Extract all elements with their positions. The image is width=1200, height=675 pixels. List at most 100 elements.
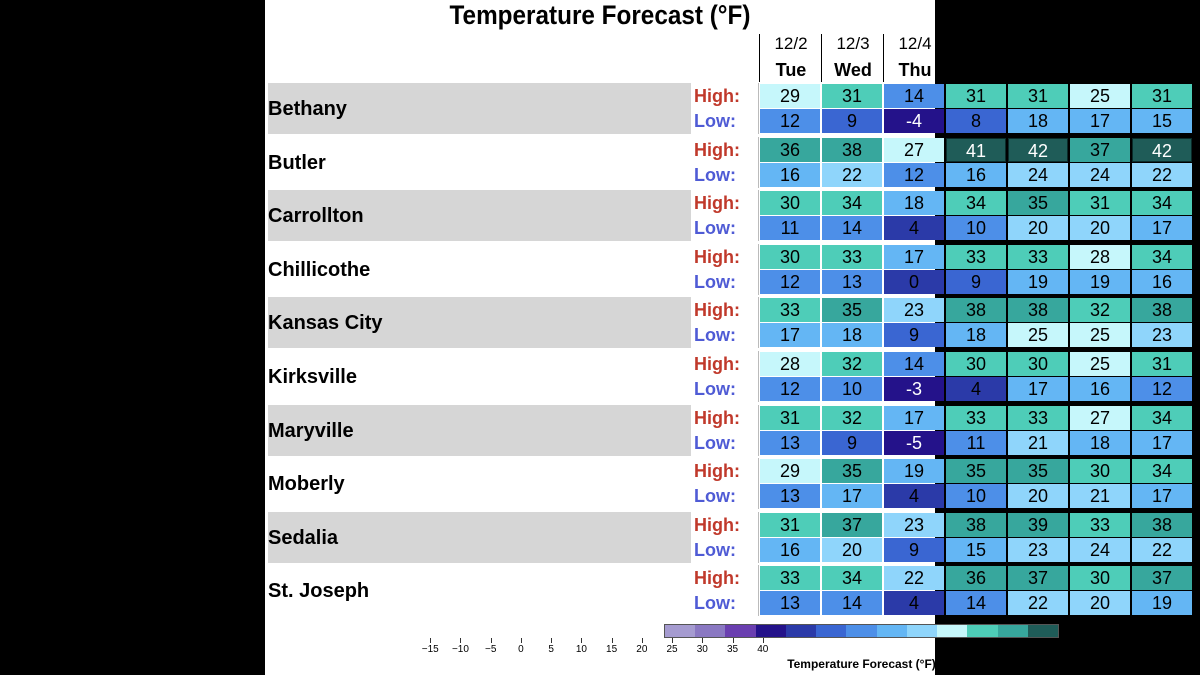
- colorbar-bin: [937, 625, 968, 637]
- high-temp-cell: 17: [884, 405, 944, 430]
- high-temp-cell: 25: [1070, 84, 1130, 108]
- high-temp-cell: 31: [1070, 191, 1130, 216]
- column-day: Sun: [1084, 60, 1118, 80]
- low-temp-cell: 14: [822, 591, 882, 616]
- high-low-label-box: [691, 351, 759, 402]
- low-label: Low:: [694, 271, 736, 292]
- colorbar-bin: [755, 625, 786, 637]
- colorbar-tick-label: −5: [484, 644, 497, 655]
- low-label: Low:: [694, 593, 736, 614]
- high-temp-cell: 27: [1070, 405, 1130, 430]
- high-temp-cell: 31: [1132, 352, 1192, 376]
- city-row-background: [268, 511, 691, 563]
- colorbar-bin: [967, 625, 998, 637]
- high-temp-cell: 33: [946, 244, 1006, 269]
- low-temp-cell: 13: [760, 484, 820, 509]
- high-temp-cell: 34: [1132, 405, 1192, 430]
- colorbar-bin: [785, 625, 817, 637]
- column-date: 12/2: [774, 34, 808, 53]
- high-label: High:: [694, 139, 740, 160]
- high-temp-cell: 35: [822, 298, 882, 323]
- high-temp-cell: 31: [946, 84, 1006, 108]
- high-temp-cell: 35: [946, 459, 1006, 484]
- low-temp-cell: 19: [1070, 269, 1130, 294]
- high-label: High:: [694, 246, 740, 267]
- high-temp-cell: 33: [822, 244, 882, 269]
- high-temp-cell: 37: [822, 512, 882, 537]
- column-divider: [1193, 34, 1194, 82]
- low-temp-cell: 20: [822, 537, 882, 562]
- city-name: Butler: [268, 151, 326, 174]
- low-label: Low:: [694, 432, 736, 453]
- low-temp-cell: 17: [1132, 216, 1192, 241]
- high-temp-cell: 38: [946, 512, 1006, 537]
- low-temp-cell: 18: [946, 323, 1006, 348]
- colorbar-tick-label: −15: [421, 644, 439, 655]
- high-temp-cell: 29: [760, 459, 820, 484]
- column-divider: [759, 34, 760, 82]
- column-divider: [1131, 34, 1132, 82]
- low-label: Low:: [694, 539, 736, 560]
- low-label: Low:: [694, 379, 736, 399]
- low-temp-cell: 20: [1008, 216, 1068, 241]
- low-temp-cell: 17: [760, 323, 820, 348]
- high-low-label-box: [691, 511, 759, 563]
- colorbar-tick-label: 0: [518, 644, 524, 655]
- colorbar-tick-label: 10: [575, 644, 587, 655]
- low-label: Low:: [694, 218, 736, 239]
- high-temp-cell: 38: [822, 137, 882, 162]
- city-name: Chillicothe: [268, 258, 371, 281]
- high-label: High:: [694, 300, 740, 321]
- colorbar-bin: [725, 625, 756, 637]
- high-temp-cell: 37: [1008, 566, 1068, 591]
- high-temp-cell: 14: [884, 352, 944, 376]
- high-temp-cell: 34: [946, 191, 1006, 216]
- city-name: Kirksville: [268, 366, 357, 388]
- colorbar-bin: [997, 625, 1028, 637]
- low-temp-cell: 4: [946, 377, 1006, 401]
- city-name: Maryville: [268, 419, 354, 442]
- colorbar-tick-label: 30: [696, 644, 708, 655]
- high-temp-cell: 31: [822, 84, 882, 108]
- high-temp-cell: 35: [1008, 459, 1068, 484]
- high-low-label-box: [691, 458, 759, 510]
- colorbar-bin: [816, 625, 847, 637]
- high-temp-cell: 34: [822, 566, 882, 591]
- city-name: Carrollton: [268, 205, 364, 228]
- high-temp-cell: 31: [760, 512, 820, 537]
- city-row-background: [268, 297, 691, 349]
- colorbar-tick-label: −10: [451, 644, 469, 655]
- high-temp-cell: 33: [760, 298, 820, 323]
- high-temp-cell: 23: [884, 298, 944, 323]
- low-temp-cell: 9: [822, 430, 882, 455]
- low-temp-cell: 24: [1070, 162, 1130, 187]
- low-temp-cell: 11: [946, 430, 1006, 455]
- city-name: Bethany: [268, 98, 347, 120]
- high-label: High:: [694, 86, 740, 106]
- low-temp-cell: 15: [1132, 109, 1192, 133]
- colorbar-bin: [665, 625, 696, 637]
- high-temp-cell: 34: [822, 191, 882, 216]
- low-temp-cell: 25: [1070, 323, 1130, 348]
- high-low-label-box: [691, 136, 759, 188]
- high-temp-cell: 30: [1070, 566, 1130, 591]
- city-name: St. Joseph: [268, 580, 370, 603]
- low-temp-cell: 21: [1070, 484, 1130, 509]
- column-date: 12/4: [898, 34, 932, 53]
- low-label: Low:: [694, 111, 736, 131]
- high-temp-cell: 36: [946, 566, 1006, 591]
- high-low-label-box: [691, 190, 759, 242]
- low-temp-cell: 16: [760, 162, 820, 187]
- low-temp-cell: 4: [884, 591, 944, 616]
- colorbar-tick-mark: [702, 638, 704, 643]
- low-temp-cell: 18: [1070, 430, 1130, 455]
- high-temp-cell: 38: [1008, 298, 1068, 323]
- column-day: Mon: [1144, 60, 1182, 80]
- colorbar-bin: [1027, 625, 1058, 637]
- low-temp-cell: 17: [1132, 484, 1192, 509]
- low-label: Low:: [694, 486, 736, 507]
- colorbar-tick-mark: [460, 638, 462, 643]
- colorbar-tick-mark: [762, 638, 764, 643]
- column-day: Wed: [834, 60, 872, 80]
- low-temp-cell: 22: [1132, 537, 1192, 562]
